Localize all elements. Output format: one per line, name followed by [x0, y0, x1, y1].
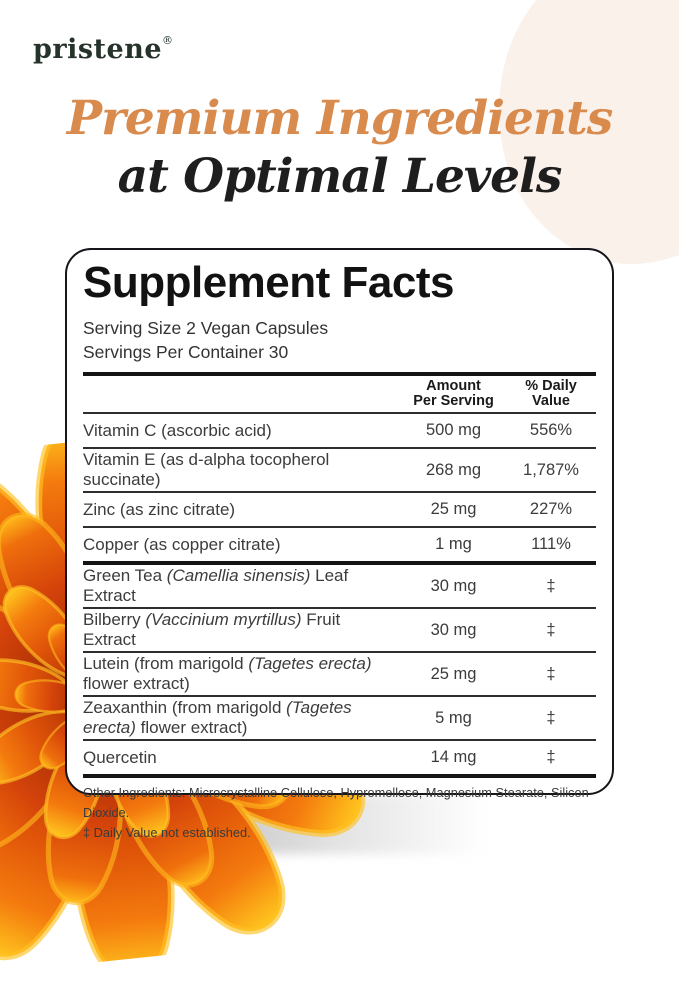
daily-value-value: ‡: [546, 748, 556, 766]
amount-per-serving-value: 25 mg: [430, 664, 477, 683]
table-row: Green Tea (Camellia sinensis) Leaf Extra…: [83, 565, 596, 607]
table-row: Zinc (as zinc citrate) 25 mg 227%: [83, 493, 596, 526]
ingredient-name: Vitamin E (as d-alpha tocopherol succina…: [83, 450, 330, 489]
ingredient-name: Zeaxanthin (from marigold (Tagetes erect…: [83, 698, 352, 737]
column-header-daily-value: % Daily Value: [525, 378, 577, 409]
divider-thin: [83, 607, 596, 609]
brand-logo: pristene®: [33, 34, 174, 65]
ingredient-name: Quercetin: [83, 747, 157, 767]
ingredient-name: Zinc (as zinc citrate): [83, 499, 236, 519]
table-row: Vitamin C (ascorbic acid) 500 mg 556%: [83, 414, 596, 447]
ingredient-name: Green Tea (Camellia sinensis) Leaf Extra…: [83, 566, 349, 605]
daily-value-footnote: ‡ Daily Value not established.: [83, 825, 251, 840]
headline-line1: Premium Ingredients: [66, 91, 614, 146]
headline-line2: at Optimal Levels: [117, 149, 563, 204]
table-row: Quercetin 14 mg ‡: [83, 741, 596, 774]
ingredient-name: Vitamin C (ascorbic acid): [83, 420, 272, 440]
table-row: Bilberry (Vaccinium myrtillus) Fruit Ext…: [83, 609, 596, 651]
amount-per-serving-value: 30 mg: [430, 576, 477, 595]
table-row: Zeaxanthin (from marigold (Tagetes erect…: [83, 697, 596, 739]
daily-value-value: ‡: [546, 620, 556, 639]
daily-value-value: ‡: [546, 708, 556, 727]
daily-value-value: ‡: [546, 576, 556, 595]
table-header-row: Amount Per Serving % Daily Value: [83, 376, 596, 412]
divider-heavy: [83, 561, 596, 565]
column-header-amount: Amount Per Serving: [413, 378, 494, 409]
divider-thin: [83, 526, 596, 528]
table-row: Lutein (from marigold (Tagetes erecta) f…: [83, 653, 596, 695]
amount-per-serving-value: 268 mg: [425, 460, 482, 479]
divider-thin: [83, 695, 596, 697]
serving-size: Serving Size 2 Vegan Capsules: [83, 318, 329, 338]
servings-per-container: Servings Per Container 30: [83, 342, 289, 362]
daily-value-value: ‡: [546, 664, 556, 683]
divider-heavy: [83, 774, 596, 778]
headline: Premium Ingredients at Optimal Levels: [0, 90, 679, 206]
divider-thin: [83, 739, 596, 741]
divider-thin: [83, 651, 596, 653]
table-row: Vitamin E (as d-alpha tocopherol succina…: [83, 449, 596, 491]
registered-trademark-symbol: ®: [162, 34, 174, 47]
ingredient-name: Copper (as copper citrate): [83, 534, 281, 554]
amount-per-serving-value: 500 mg: [425, 421, 482, 439]
amount-per-serving-value: 25 mg: [430, 500, 477, 518]
supplement-facts-panel: Supplement Facts Serving Size 2 Vegan Ca…: [65, 248, 614, 840]
brand-logo-text: pristene: [33, 34, 163, 65]
other-ingredients: Other Ingredients: Microcrystalline Cell…: [83, 785, 589, 820]
table-row: Copper (as copper citrate) 1 mg 111%: [83, 528, 596, 561]
amount-per-serving-value: 1 mg: [435, 535, 472, 553]
daily-value-value: 111%: [531, 535, 571, 553]
divider-thin: [83, 491, 596, 493]
divider-thin: [83, 412, 596, 414]
panel-title: Supplement Facts: [83, 258, 454, 307]
ingredient-name: Lutein (from marigold (Tagetes erecta) f…: [83, 654, 372, 693]
daily-value-value: 1,787%: [523, 460, 579, 479]
divider-thin: [83, 447, 596, 449]
ingredient-name: Bilberry (Vaccinium myrtillus) Fruit Ext…: [83, 610, 341, 649]
amount-per-serving-value: 14 mg: [430, 748, 477, 766]
daily-value-value: 556%: [529, 421, 573, 439]
facts-table-rows: Vitamin C (ascorbic acid) 500 mg 556% Vitam…: [83, 414, 596, 778]
daily-value-value: 227%: [529, 500, 573, 518]
amount-per-serving-value: 5 mg: [435, 708, 472, 727]
divider-heavy: [83, 372, 596, 376]
amount-per-serving-value: 30 mg: [430, 620, 477, 639]
